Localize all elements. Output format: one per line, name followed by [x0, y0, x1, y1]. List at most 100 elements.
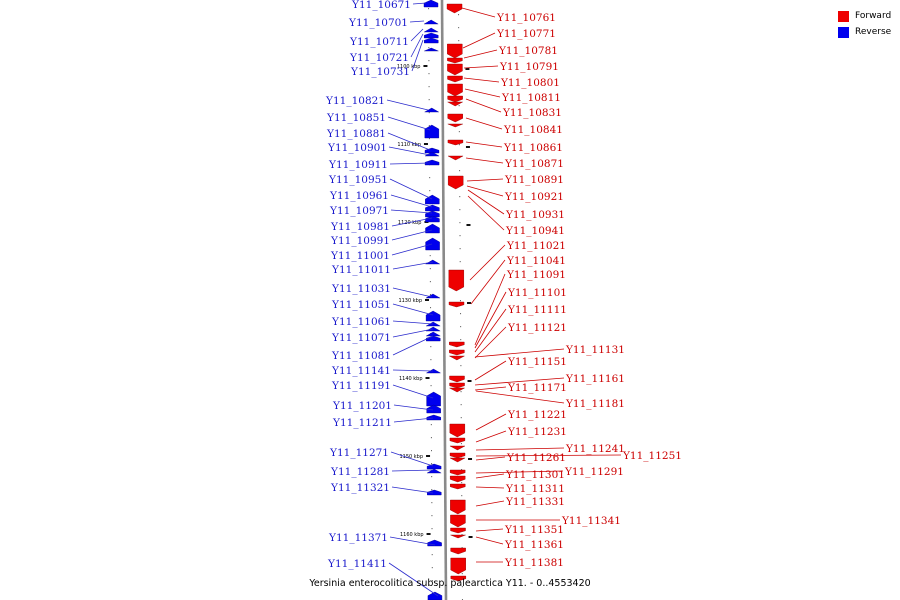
track-dot: [430, 359, 432, 361]
reverse-gene-label: Y11_10711: [349, 36, 409, 48]
forward-gene-glyph: [448, 301, 465, 308]
reverse-leader-line: [389, 162, 431, 165]
track-dot: [460, 326, 462, 328]
reverse-gene-glyph: [425, 326, 441, 332]
forward-gene-glyph: [450, 547, 466, 555]
reverse-gene-label: Y11_11141: [331, 365, 391, 377]
forward-gene-glyph: [449, 452, 466, 459]
reverse-gene-glyph: [427, 591, 443, 600]
forward-gene-label: Y11_11341: [561, 515, 621, 527]
scale-tick-label: 1140 kbp: [399, 376, 423, 382]
forward-gene-label: Y11_11151: [507, 356, 567, 368]
scale-tick-left: [425, 377, 430, 379]
track-dot: [429, 281, 431, 283]
forward-leader-line: [466, 185, 504, 197]
forward-gene-glyph: [447, 75, 463, 83]
legend-reverse: Reverse: [838, 25, 891, 39]
reverse-gene-label: Y11_11281: [330, 466, 390, 478]
forward-leader-line: [474, 377, 565, 386]
track-dot: [429, 190, 431, 192]
forward-gene-glyph: [450, 514, 466, 528]
scale-tick-label: 1160 kbp: [400, 532, 424, 538]
forward-gene-glyph: [447, 43, 463, 59]
track-dot: [430, 424, 432, 426]
forward-leader-line: [474, 360, 507, 381]
reverse-gene-glyph: [424, 124, 440, 139]
track-dot: [431, 489, 433, 491]
track-dot: [430, 307, 432, 309]
legend-forward: Forward: [838, 9, 891, 23]
reverse-leader-line: [392, 303, 434, 316]
forward-leader-line: [465, 98, 502, 113]
track-dot: [431, 450, 432, 452]
forward-gene-glyph: [447, 175, 464, 190]
forward-gene-glyph: [449, 469, 466, 476]
scale-tick-right: [468, 536, 473, 538]
forward-gene-glyph: [449, 375, 465, 383]
forward-gene-label: Y11_11111: [507, 304, 567, 316]
reverse-gene-glyph: [425, 194, 440, 205]
reverse-gene-label: Y11_10971: [329, 205, 389, 217]
scale-tick-label: 1150 kbp: [399, 454, 423, 460]
forward-gene-glyph: [449, 341, 465, 348]
forward-gene-label: Y11_11361: [504, 539, 564, 551]
forward-gene-glyph: [448, 269, 464, 292]
reverse-leader-line: [391, 229, 433, 241]
scale-tick-right: [466, 224, 471, 226]
track-dot: [430, 346, 432, 348]
reverse-gene-glyph: [425, 310, 441, 322]
reverse-gene-label: Y11_10911: [328, 159, 388, 171]
reverse-gene-glyph: [425, 215, 440, 223]
reverse-gene-label: Y11_11031: [331, 283, 391, 295]
forward-gene-glyph: [449, 475, 466, 483]
forward-gene-label: Y11_11311: [505, 483, 565, 495]
legend: Forward Reverse: [838, 9, 891, 41]
track-dot: [459, 170, 461, 172]
forward-leader-line: [474, 326, 507, 359]
forward-gene-label: Y11_10761: [496, 12, 556, 24]
track-dot: [460, 404, 462, 406]
track-dot: [428, 138, 430, 140]
reverse-leader-line: [387, 132, 431, 151]
reverse-gene-glyph: [427, 489, 442, 496]
reverse-leader-line: [412, 2, 427, 5]
forward-gene-glyph: [447, 123, 463, 128]
reverse-gene-glyph: [423, 27, 439, 33]
scale-tick-label: 1100 kbp: [397, 64, 421, 70]
forward-leader-line: [475, 500, 505, 507]
forward-leader-line: [466, 178, 504, 182]
reverse-leader-line: [392, 384, 434, 399]
reverse-leader-line: [389, 178, 433, 200]
forward-leader-line: [475, 473, 505, 479]
scale-tick-label: 1130 kbp: [398, 298, 422, 304]
reverse-leader-line: [393, 417, 434, 423]
track-dot: [431, 580, 433, 582]
track-dot: [428, 125, 430, 127]
reverse-leader-line: [392, 328, 434, 338]
reverse-gene-glyph: [426, 468, 442, 474]
track-dot: [428, 112, 430, 114]
forward-gene-label: Y11_11331: [505, 496, 565, 508]
track-dot: [461, 482, 463, 484]
scale-tick-left: [423, 65, 428, 67]
scale-tick-left: [425, 299, 429, 301]
reverse-leader-line: [388, 146, 431, 156]
forward-gene-glyph: [446, 3, 463, 14]
genome-axis: [440, 0, 448, 600]
reverse-gene-label: Y11_11051: [331, 299, 391, 311]
scale-tick-left: [423, 143, 428, 145]
forward-gene-label: Y11_10841: [503, 124, 563, 136]
reverse-gene-label: Y11_10981: [330, 221, 390, 233]
track-dot: [460, 313, 462, 315]
forward-gene-glyph: [450, 527, 466, 534]
forward-gene-glyph: [450, 534, 466, 539]
reverse-gene-glyph: [424, 32, 439, 39]
reverse-gene-label: Y11_10881: [326, 128, 386, 140]
track-dot: [429, 177, 431, 179]
reverse-gene-label: Y11_10821: [325, 95, 385, 107]
scale-tick-label: 1110 kbp: [397, 142, 421, 148]
track-dot: [430, 385, 432, 387]
forward-gene-glyph: [447, 57, 463, 64]
forward-gene-label: Y11_11041: [506, 255, 566, 267]
scale-tick-right: [467, 380, 472, 382]
